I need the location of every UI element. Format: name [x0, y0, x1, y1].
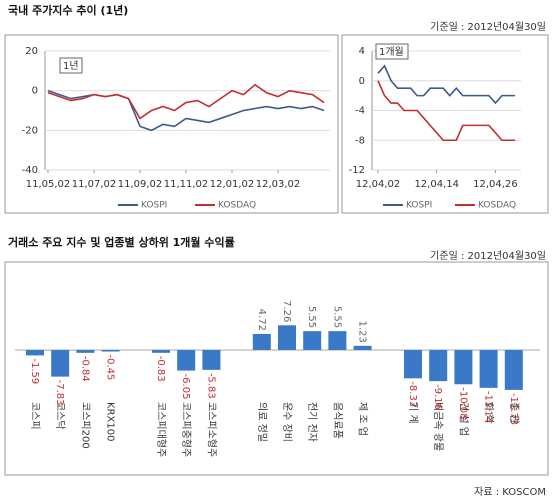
date-note: 기준일 : 2012년04월30일	[430, 21, 546, 33]
value-label: -9.16	[432, 384, 443, 410]
y-tick-label: 4	[359, 46, 365, 57]
bar	[328, 331, 347, 350]
y-tick-label: -40	[22, 165, 38, 176]
bar	[152, 350, 170, 353]
value-label: -7.83	[54, 380, 65, 406]
bar	[202, 350, 221, 370]
bar	[76, 350, 95, 353]
x-tick-label: 11,11,02	[164, 179, 209, 190]
x-tick-label: 코스닥	[54, 402, 66, 430]
value-label: -6.05	[180, 374, 191, 400]
x-tick-label: 12,01,02	[210, 179, 255, 190]
bar	[177, 350, 196, 371]
y-tick-label: -8	[355, 135, 365, 146]
bar	[454, 350, 473, 385]
x-tick-label: 운수 장비	[281, 402, 293, 442]
series-line	[377, 64, 515, 105]
x-tick-label: 제 조 업	[357, 402, 370, 436]
bar	[404, 350, 422, 379]
x-tick-label: 코스피	[29, 402, 41, 430]
value-label: -5.83	[205, 373, 216, 399]
annotation: 1년	[63, 60, 79, 72]
y-tick-label: 0	[359, 76, 365, 87]
y-tick-label: -20	[22, 125, 38, 136]
value-label: -0.84	[79, 356, 90, 382]
legend-label: KOSDAQ	[478, 201, 516, 211]
source: 자료 : KOSCOM	[474, 486, 546, 498]
series-line	[47, 83, 325, 120]
section-title: 국내 주가지수 추이 (1년)	[8, 3, 128, 17]
bar	[429, 350, 448, 382]
value-label: 7.26	[281, 300, 292, 322]
frame	[4, 261, 549, 476]
x-tick-label: 비금속 광물	[432, 402, 444, 451]
section-title: 거래소 주요 지수 및 업종별 상하위 1개월 수익률	[8, 235, 235, 249]
bar	[278, 325, 296, 350]
annotation-box	[375, 43, 409, 60]
x-tick-label: 12,04,26	[473, 179, 518, 190]
value-label: -11.14	[483, 391, 494, 423]
x-tick-label: 의료 정밀	[256, 402, 268, 442]
bar	[353, 345, 372, 350]
y-tick-label: -12	[349, 165, 365, 176]
series-line	[377, 80, 515, 142]
x-tick-label: 코스피소형주	[205, 402, 217, 457]
bar	[303, 331, 322, 350]
x-tick-label: 증 권	[508, 402, 520, 424]
frame	[4, 34, 339, 214]
x-tick-label: 12,04,14	[414, 179, 459, 190]
y-tick-label: 0	[32, 86, 38, 97]
x-tick-label: 12,03,02	[256, 179, 301, 190]
bar	[504, 350, 523, 390]
bar	[101, 350, 120, 352]
date-note: 기준일 : 2012년04월30일	[430, 250, 546, 262]
x-tick-label: 12,04,02	[356, 179, 401, 190]
y-tick-label: 20	[25, 46, 38, 57]
annotation: 1개월	[379, 46, 404, 58]
value-label: 4.72	[256, 309, 267, 331]
x-tick-label: 전기 전자	[306, 402, 318, 442]
x-tick-label: 코스피200	[79, 402, 91, 449]
value-label: -8.33	[407, 381, 418, 407]
value-label: -0.83	[155, 356, 166, 382]
x-tick-label: 코스피중형주	[180, 402, 192, 457]
x-tick-label: 기 계	[407, 402, 419, 424]
legend-label: KOSDAQ	[218, 201, 256, 211]
x-tick-label: 코스피대형주	[155, 402, 167, 457]
legend-label: KOSPI	[406, 201, 432, 211]
bar	[26, 350, 44, 356]
x-tick-label: 11,09,02	[118, 179, 163, 190]
x-tick-label: 음식료품	[331, 402, 343, 439]
y-tick-label: -4	[355, 106, 365, 117]
x-tick-label: 화 학	[483, 402, 495, 424]
x-tick-label: KRX100	[105, 402, 116, 441]
frame	[341, 34, 549, 214]
value-label: -0.45	[105, 355, 116, 381]
bar	[51, 350, 70, 377]
value-label: -10.08	[457, 387, 468, 419]
value-label: -11.73	[508, 393, 519, 425]
x-tick-label: 11,07,02	[72, 179, 117, 190]
value-label: 5.55	[306, 306, 317, 328]
x-tick-label: 건 설 업	[457, 402, 470, 436]
value-label: -1.59	[29, 358, 40, 384]
x-tick-label: 11,05,02	[26, 179, 71, 190]
value-label: 5.55	[331, 306, 342, 328]
legend-label: KOSPI	[141, 201, 167, 211]
value-label: 1.23	[357, 321, 368, 343]
bar	[479, 350, 498, 388]
bar	[252, 333, 271, 350]
annotation-box	[59, 57, 83, 74]
